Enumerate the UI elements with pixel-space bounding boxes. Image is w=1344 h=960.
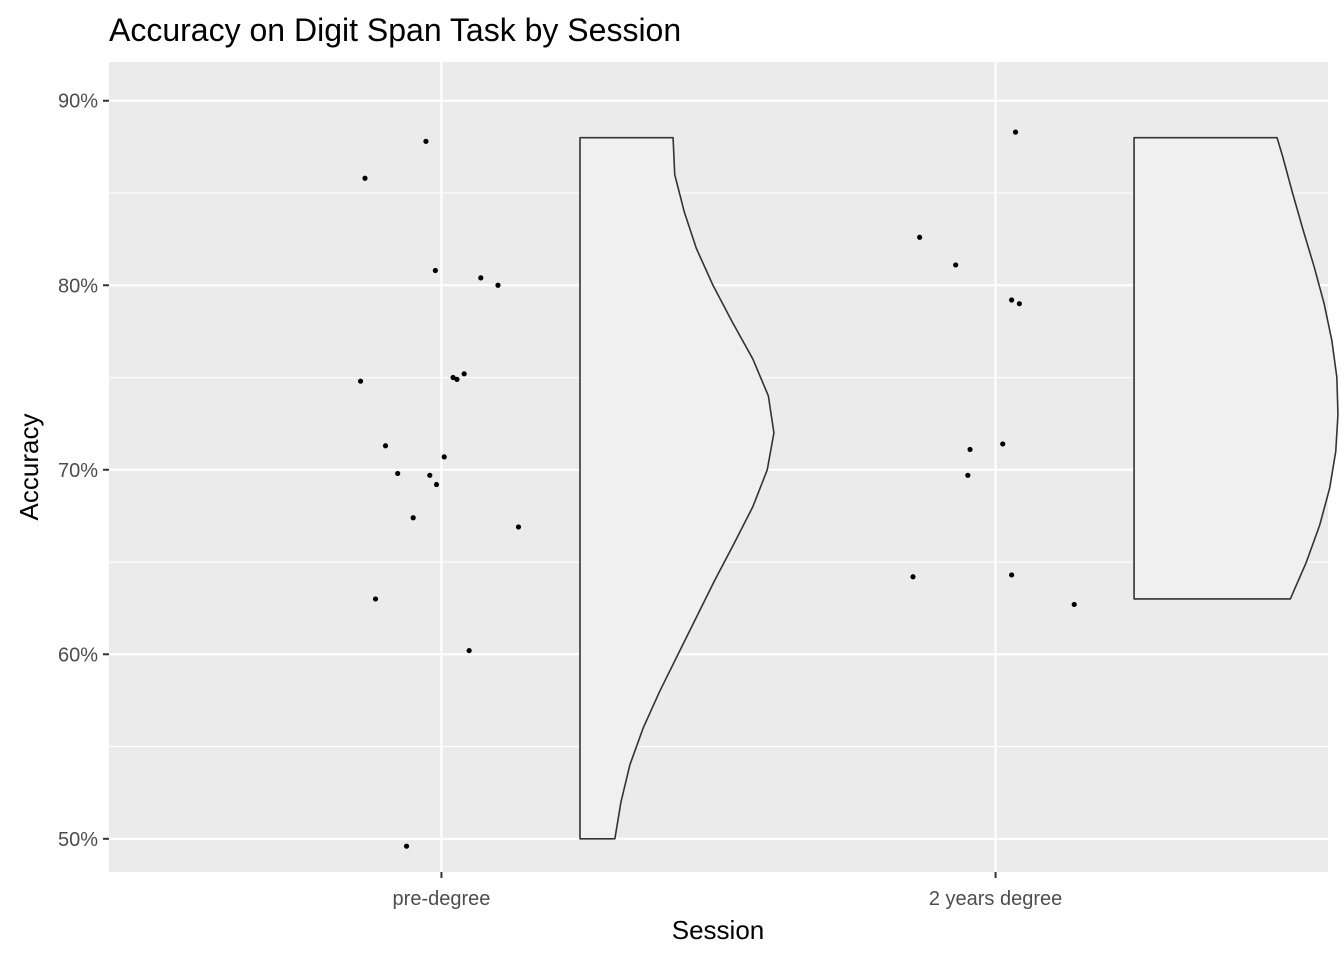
data-point [433, 481, 440, 488]
data-point [382, 443, 389, 449]
data-point [1012, 129, 1019, 135]
data-point [1000, 441, 1006, 447]
data-point [423, 138, 429, 144]
y-axis-title: Accuracy [14, 414, 44, 521]
chart-title: Accuracy on Digit Span Task by Session [109, 12, 681, 48]
x-axis: pre-degree 2 years degree [393, 872, 1062, 910]
data-point [495, 282, 501, 288]
data-point [454, 376, 460, 382]
y-tick-label: 50% [58, 829, 98, 851]
data-point [910, 574, 916, 580]
data-point [410, 515, 416, 521]
data-point [967, 446, 973, 453]
x-axis-title: Session [672, 915, 765, 945]
data-point [478, 275, 484, 281]
data-point [403, 843, 410, 849]
data-point [395, 470, 401, 477]
data-point [450, 374, 456, 381]
data-point [515, 524, 522, 530]
data-point [1009, 572, 1015, 578]
half-violins [579, 136, 1339, 840]
data-point [362, 175, 368, 181]
data-point [466, 647, 472, 654]
x-tick-label: pre-degree [393, 888, 491, 910]
x-tick-label: 2 years degree [929, 888, 1062, 910]
half-violin [1133, 136, 1339, 600]
y-tick-label: 60% [58, 644, 98, 666]
data-point [965, 472, 971, 478]
data-point [441, 454, 447, 460]
y-tick-label: 80% [58, 275, 98, 297]
data-point [432, 267, 438, 274]
data-point [917, 234, 923, 240]
data-point [953, 262, 959, 268]
data-point [1009, 297, 1015, 303]
data-point [427, 472, 433, 478]
data-point [1016, 301, 1022, 307]
half-violin [579, 136, 775, 840]
y-tick-label: 70% [58, 460, 98, 482]
data-point [357, 378, 364, 384]
data-point [1071, 601, 1077, 608]
data-point [461, 371, 467, 377]
y-tick-label: 90% [58, 91, 98, 113]
y-axis: 50% 60% 70% 80% 90% [58, 91, 109, 851]
data-points [357, 129, 1077, 849]
data-point [372, 596, 379, 602]
